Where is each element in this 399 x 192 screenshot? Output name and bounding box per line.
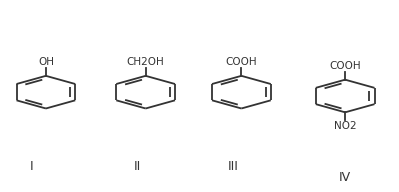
Text: COOH: COOH bbox=[225, 57, 257, 67]
Text: OH: OH bbox=[38, 57, 54, 67]
Text: IV: IV bbox=[339, 171, 351, 184]
Text: III: III bbox=[228, 160, 239, 173]
Text: NO2: NO2 bbox=[334, 121, 356, 131]
Text: COOH: COOH bbox=[329, 61, 361, 71]
Text: I: I bbox=[30, 160, 34, 173]
Text: II: II bbox=[134, 160, 141, 173]
Text: CH2OH: CH2OH bbox=[127, 57, 164, 67]
